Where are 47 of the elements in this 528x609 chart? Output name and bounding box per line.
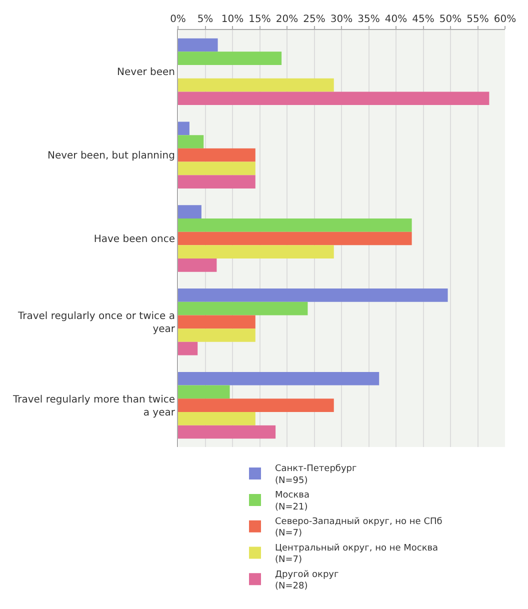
bar bbox=[178, 175, 256, 188]
x-tick-label: 55% bbox=[466, 14, 489, 25]
bar bbox=[178, 412, 256, 426]
bar bbox=[178, 148, 256, 162]
bar bbox=[178, 425, 276, 439]
legend-label: Санкт-Петербург (N=95) bbox=[275, 464, 357, 486]
bar bbox=[178, 78, 334, 92]
bar bbox=[178, 288, 448, 302]
x-tick-label: 30% bbox=[330, 14, 353, 25]
x-tick-label: 10% bbox=[221, 14, 244, 25]
bar bbox=[178, 315, 256, 329]
bar bbox=[178, 92, 490, 106]
legend-label: Москва (N=21) bbox=[275, 490, 310, 512]
x-tick-label: 45% bbox=[412, 14, 434, 25]
x-tick-label: 20% bbox=[276, 14, 298, 25]
y-tick-label: Never been, but planning bbox=[47, 150, 175, 162]
bar bbox=[178, 302, 308, 316]
x-tick-label: 35% bbox=[358, 14, 380, 25]
y-tick-label: Travel regularly once or twice a year bbox=[16, 310, 176, 335]
bar bbox=[178, 342, 198, 356]
bar bbox=[178, 122, 190, 136]
y-tick-label: Travel regularly more than twice a year bbox=[12, 394, 176, 418]
x-tick-label: 40% bbox=[384, 14, 408, 25]
bar bbox=[178, 232, 412, 246]
bar bbox=[178, 218, 412, 232]
x-tick-label: 5% bbox=[197, 14, 214, 25]
x-tick-label: 50% bbox=[439, 14, 462, 25]
y-tick-label: Never been bbox=[117, 67, 175, 78]
x-tick-label: 60% bbox=[494, 14, 516, 25]
bar bbox=[178, 398, 334, 412]
bar bbox=[178, 135, 204, 148]
bar bbox=[178, 52, 282, 66]
x-tick-label: 0% bbox=[170, 14, 186, 25]
bar bbox=[178, 385, 230, 399]
legend-label: Другой округ (N=28) bbox=[275, 570, 339, 592]
x-tick-label: 15% bbox=[248, 14, 271, 25]
bar bbox=[178, 38, 218, 52]
legend-label: Центральный округ, но не Москва (N=7) bbox=[275, 543, 438, 566]
bar bbox=[178, 328, 256, 342]
bar bbox=[178, 258, 217, 272]
legend-label: Северо-Западный округ, но не СПб (N=7) bbox=[275, 517, 443, 539]
bar bbox=[178, 205, 202, 218]
bar bbox=[178, 372, 380, 386]
x-tick-label: 25% bbox=[303, 14, 326, 25]
y-tick-label: Have been once bbox=[94, 234, 175, 245]
bar bbox=[178, 162, 256, 176]
bar bbox=[178, 245, 334, 259]
